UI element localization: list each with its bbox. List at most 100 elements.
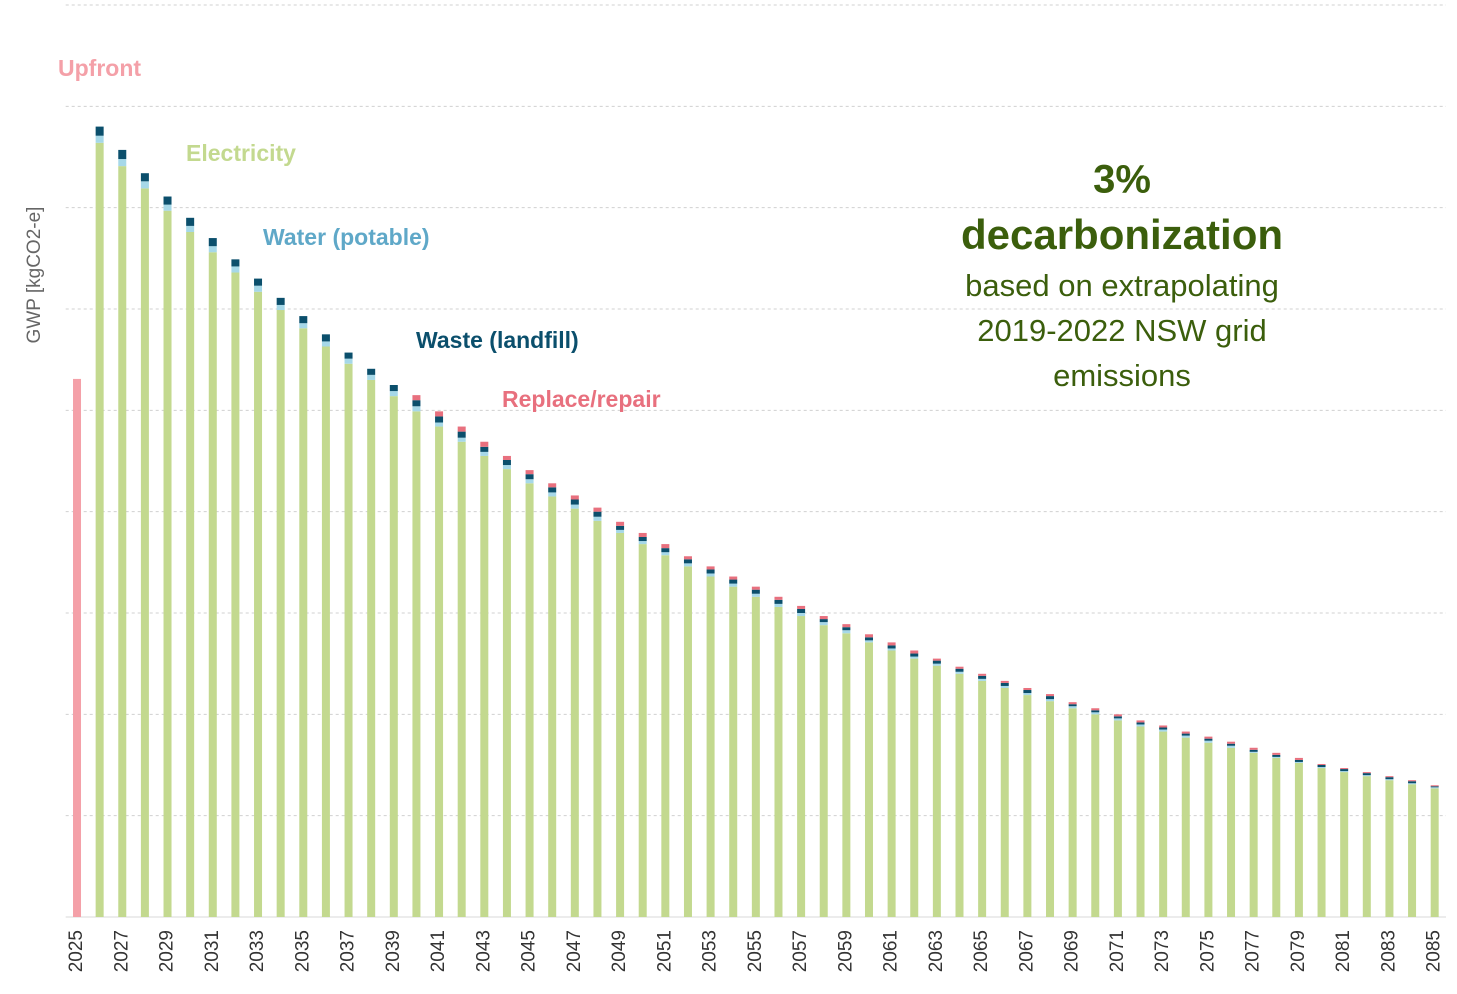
bar-segment (1249, 752, 1258, 917)
bar-segment (1046, 696, 1055, 700)
bar-segment (593, 520, 602, 917)
x-tick-label: 2041 (428, 930, 449, 972)
bar-segment (864, 634, 873, 638)
bar-segment (1091, 712, 1100, 715)
legend-label: Replace/repair (502, 386, 661, 412)
bar-segment (276, 310, 285, 918)
bar-segment (751, 586, 760, 590)
bar-segment (819, 625, 828, 917)
bar-segment (978, 680, 987, 917)
bar-segment (1340, 772, 1349, 917)
bar-segment (1362, 772, 1371, 774)
bar-segment (502, 469, 511, 917)
bar-segment (978, 673, 987, 676)
bar-segment (751, 589, 760, 594)
bar-segment (1000, 685, 1009, 688)
bar-segment (321, 341, 330, 347)
bar-segment (819, 619, 828, 623)
bar-segment (1249, 749, 1258, 752)
bar-segment (1430, 786, 1439, 788)
bar-segment (73, 378, 82, 917)
bar-segment (1068, 708, 1077, 917)
bar-segment (1113, 720, 1122, 917)
bar-segment (299, 328, 308, 918)
bar-segment (1340, 769, 1349, 772)
bar-segment (570, 499, 579, 505)
bar-segment (1113, 718, 1122, 721)
bar-segment (932, 665, 941, 917)
bar-segment (163, 210, 172, 917)
bar-segment (344, 363, 353, 918)
bar-segment (1204, 738, 1213, 741)
bar-segment (480, 451, 489, 456)
bar-segment (1204, 736, 1213, 739)
bar-segment (1113, 714, 1122, 717)
bar-segment (276, 304, 285, 311)
bar-segment (842, 633, 851, 917)
bar-segment (887, 645, 896, 649)
bar-segment (276, 297, 285, 305)
bar-segment (932, 660, 941, 664)
bar-segment (254, 278, 263, 286)
bar-segment (570, 508, 579, 917)
bar-segment (616, 532, 625, 917)
bar-segment (1068, 704, 1077, 707)
bar-segment (638, 544, 647, 917)
bar-segment (1249, 747, 1258, 750)
bar-segment (842, 630, 851, 634)
bar-segment (412, 411, 421, 917)
x-tick-label: 2037 (338, 930, 359, 972)
bar-segment (683, 559, 692, 564)
bar-segment (1000, 682, 1009, 686)
x-tick-label: 2047 (564, 930, 585, 972)
bar-segment (1046, 694, 1055, 697)
bar-segment (910, 658, 919, 917)
bar-segment (502, 465, 511, 470)
bar-segment (706, 573, 715, 577)
bar-segment (344, 358, 353, 364)
bar-segment (1362, 776, 1371, 917)
bar-segment (1091, 708, 1100, 711)
legend-label: Electricity (186, 140, 296, 166)
x-tick-label: 2083 (1378, 930, 1399, 972)
bar-segment (389, 396, 398, 917)
bar-segment (887, 648, 896, 651)
x-tick-label: 2053 (700, 930, 721, 972)
bar-segment (95, 135, 104, 143)
legend-label: Water (potable) (263, 224, 430, 250)
bar-segment (706, 566, 715, 570)
x-tick-label: 2063 (926, 930, 947, 972)
bar-segment (1023, 695, 1032, 917)
bar-segment (1159, 729, 1168, 732)
bar-segment (412, 400, 421, 407)
bar-segment (1091, 714, 1100, 917)
bar-segment (367, 379, 376, 917)
x-tick-label: 2073 (1152, 930, 1173, 972)
bar-segment (1136, 726, 1145, 917)
bar-segment (774, 599, 783, 604)
bar-segment (1136, 720, 1145, 723)
annotation: 3% (1093, 158, 1151, 202)
bar-segment (683, 563, 692, 567)
bar-segment (321, 346, 330, 917)
bar-segment (1294, 761, 1303, 763)
bar-segment (978, 675, 987, 679)
legend-label: Waste (landfill) (416, 327, 579, 353)
bar-segment (729, 586, 738, 917)
bar-segment (910, 650, 919, 654)
bar-segment (1136, 722, 1145, 725)
bar-segment (457, 426, 466, 432)
bar-segment (525, 483, 534, 917)
bar-segment (1385, 780, 1394, 917)
bar-segment (797, 605, 806, 609)
bar-segment (1113, 716, 1122, 719)
bar-segment (208, 246, 217, 253)
bar-segment (1227, 743, 1236, 746)
bar-segment (118, 166, 127, 917)
bar-segment (683, 566, 692, 917)
bar-segment (797, 613, 806, 617)
bar-segment (367, 374, 376, 380)
bar-segment (887, 642, 896, 646)
bar-segment (593, 511, 602, 517)
